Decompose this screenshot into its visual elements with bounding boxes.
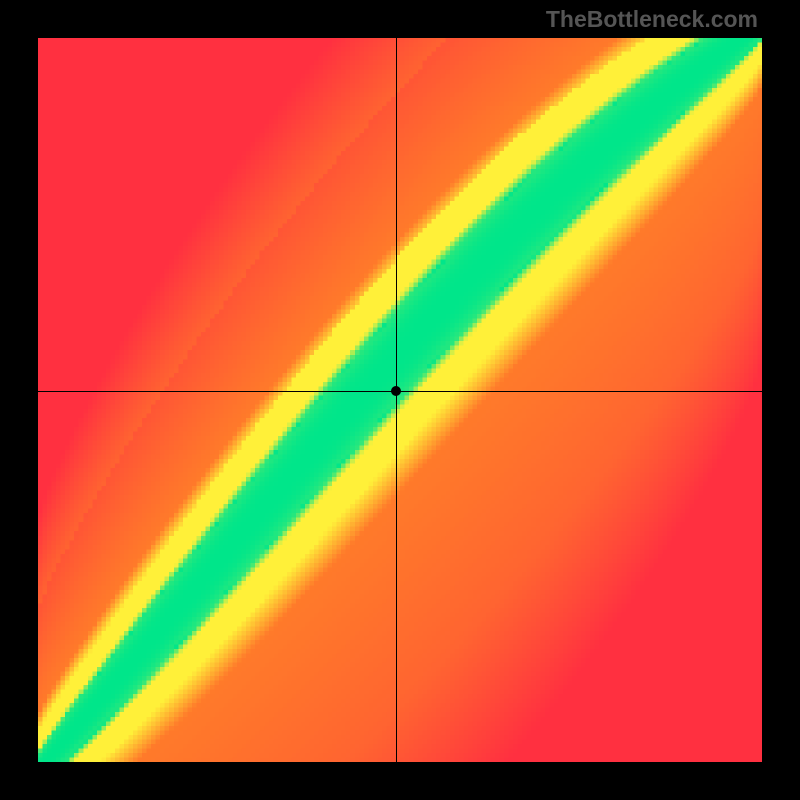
watermark-text: TheBottleneck.com <box>546 6 758 33</box>
bottleneck-heatmap <box>38 38 762 762</box>
chart-frame: TheBottleneck.com <box>0 0 800 800</box>
crosshair-vertical <box>396 38 397 762</box>
crosshair-marker <box>391 386 401 396</box>
